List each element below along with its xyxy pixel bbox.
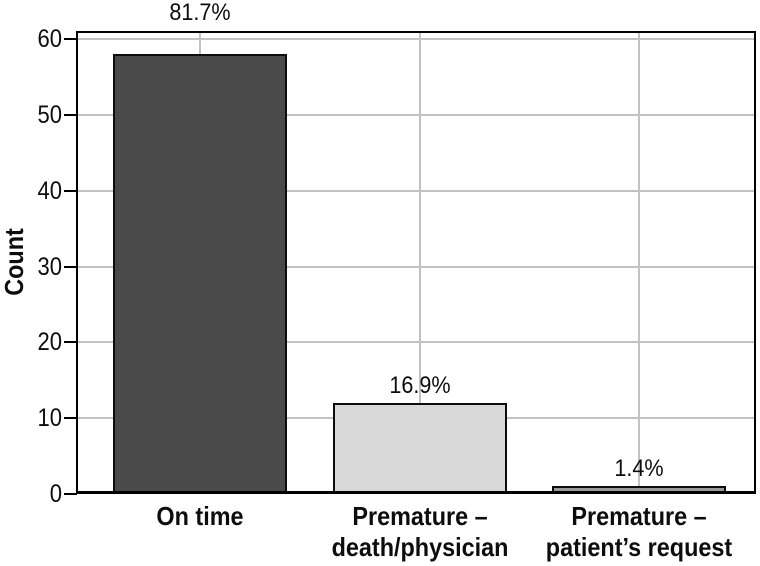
gridline-vertical [418, 33, 421, 494]
y-tick-label: 0 [49, 480, 62, 508]
y-tick-label: 60 [37, 25, 62, 54]
y-tick-label: 30 [37, 252, 62, 281]
bar-value-label: 1.4% [614, 455, 664, 483]
x-axis-label-line: patient’s request [545, 532, 733, 562]
y-tick-label: 50 [37, 100, 62, 129]
bar-value-label: 81.7% [169, 0, 231, 26]
y-axis-tick [64, 341, 77, 344]
gridline-horizontal [77, 113, 756, 116]
x-axis-label-line: On time [156, 501, 244, 531]
bar-value-label: 16.9% [388, 372, 451, 399]
x-axis-label: Premature – death/physician [321, 501, 519, 563]
y-tick-label: 10 [37, 404, 62, 433]
gridline-horizontal [77, 265, 756, 268]
y-axis-tick [64, 417, 77, 420]
y-axis-tick [64, 265, 77, 268]
x-axis-label: On time [101, 501, 299, 532]
y-tick-label: 40 [37, 176, 62, 205]
y-axis-tick [64, 38, 77, 41]
y-axis-tick [64, 493, 77, 495]
bar [552, 486, 726, 494]
gridline-vertical [638, 33, 640, 494]
bar [113, 54, 287, 494]
y-tick-label: 20 [37, 328, 62, 357]
x-axis-label: Premature – patient’s request [540, 501, 738, 563]
x-axis-label-line: Premature – [351, 501, 488, 531]
bar [332, 403, 507, 494]
gridline-horizontal [77, 38, 756, 41]
x-axis-label-line: Premature – [571, 501, 707, 531]
gridline-horizontal [77, 341, 756, 344]
gridline-horizontal [77, 189, 756, 192]
y-axis-tick [64, 189, 77, 192]
y-axis-tick [64, 113, 77, 116]
x-axis-label-line: death/physician [331, 532, 508, 562]
